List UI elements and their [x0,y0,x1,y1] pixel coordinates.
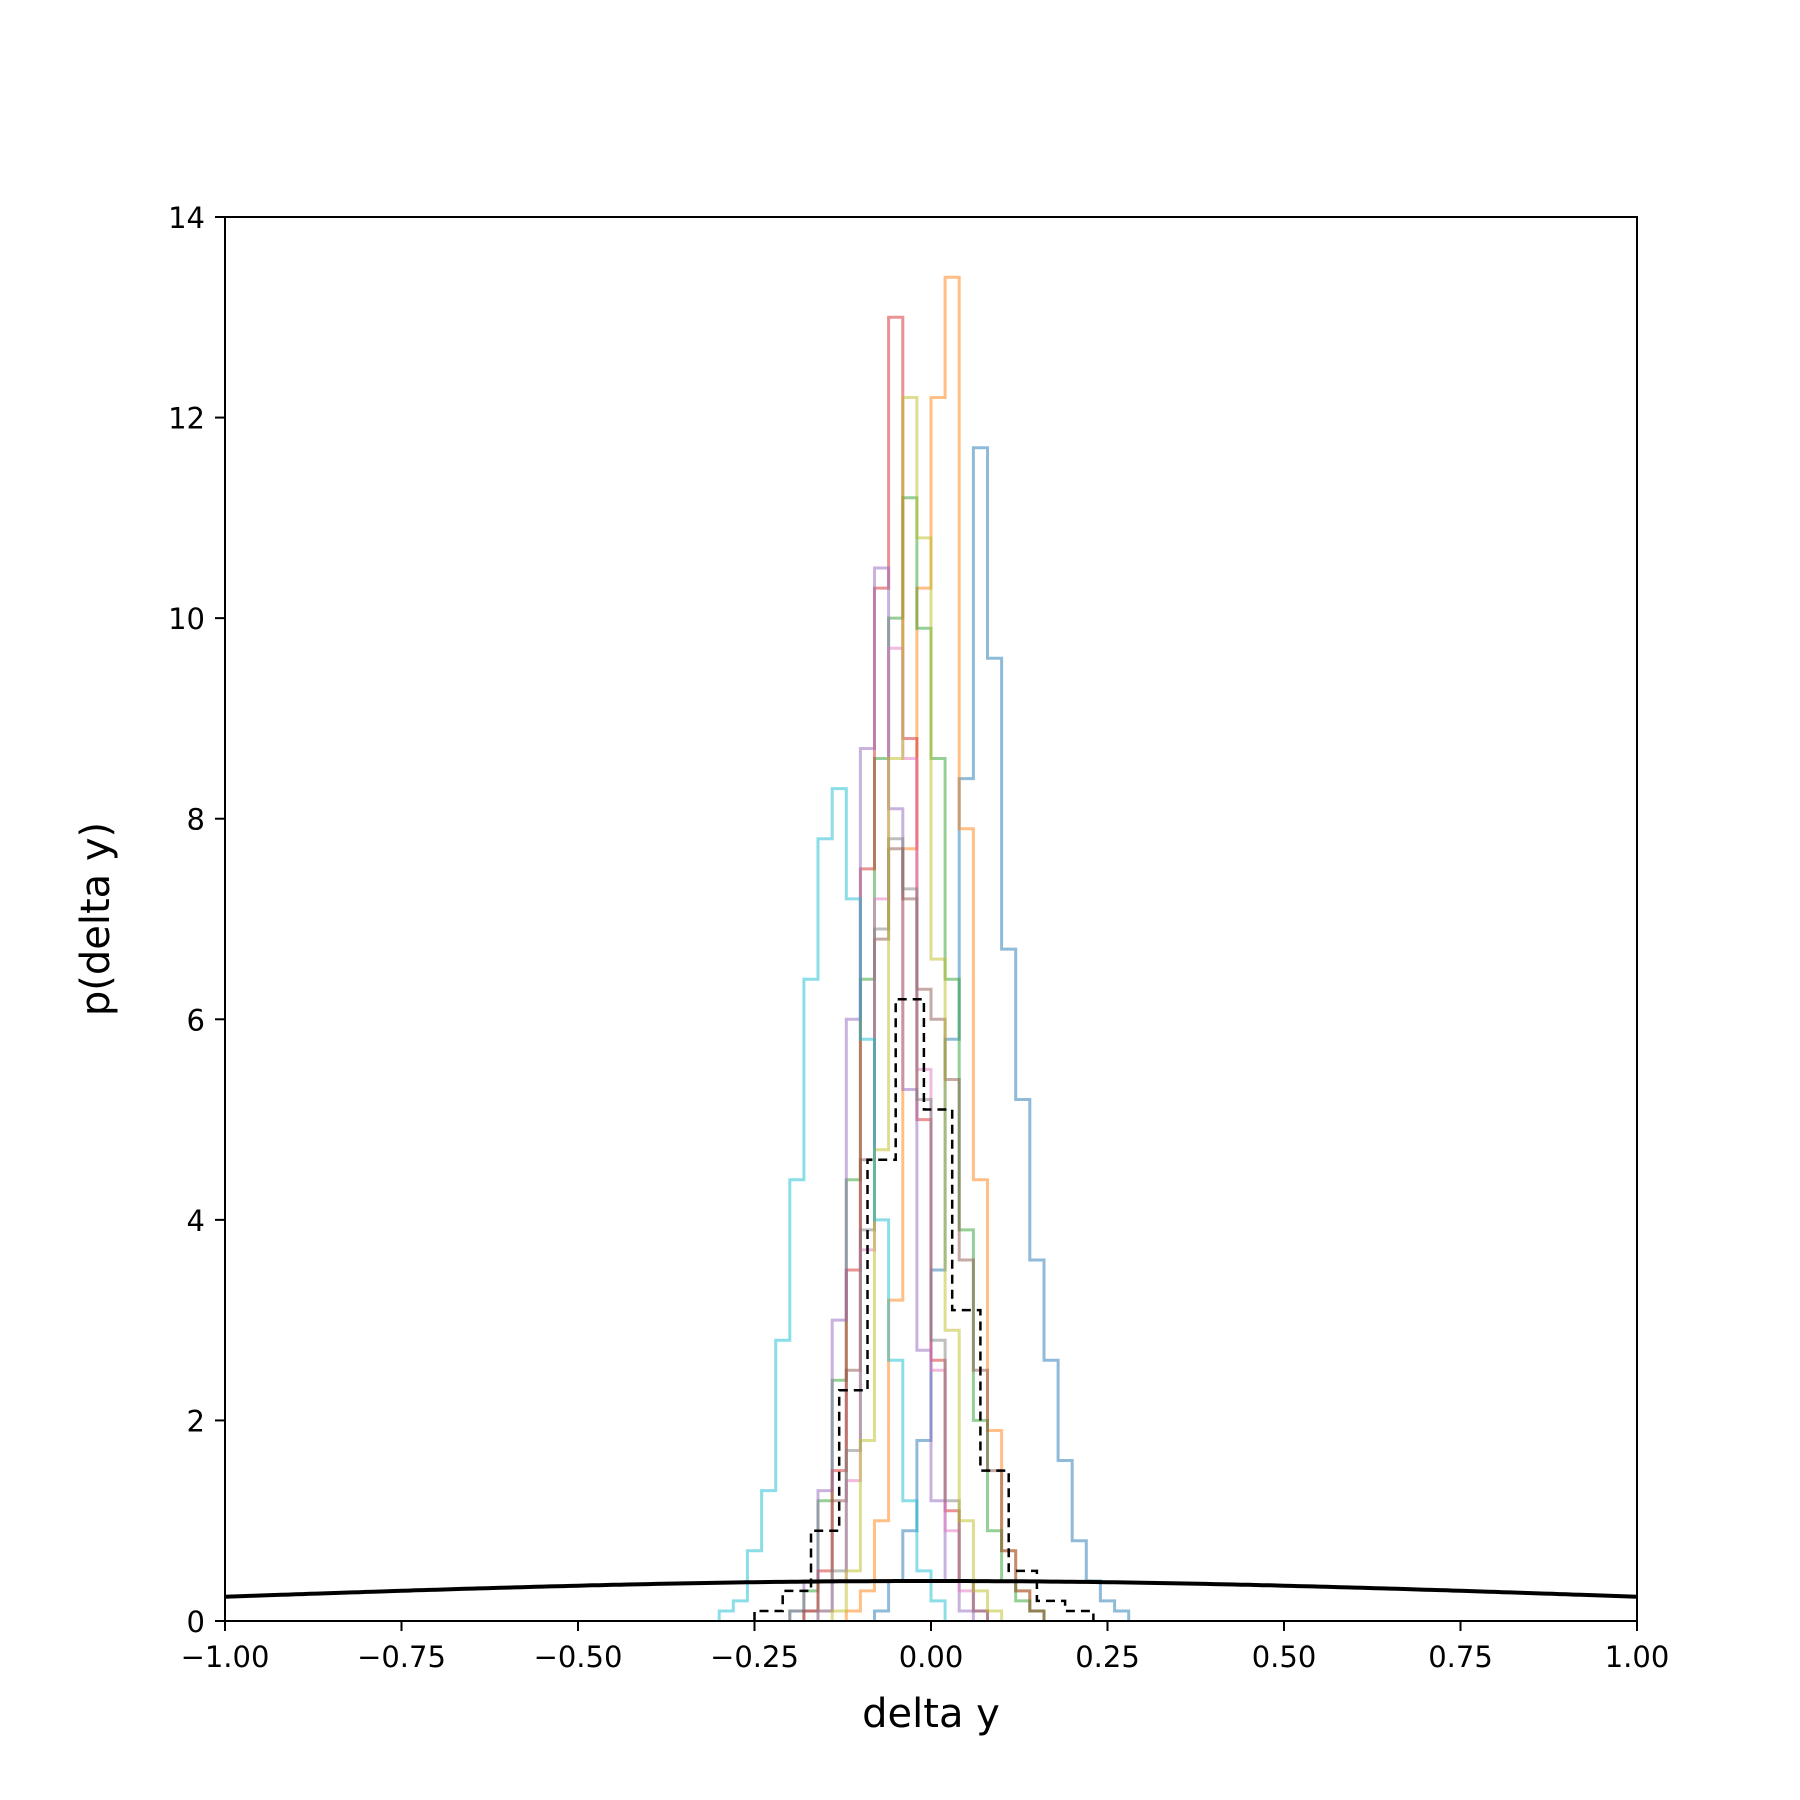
y-tick-label: 10 [168,602,205,636]
x-tick-label: 1.00 [1605,1640,1670,1674]
prior-gaussian-curve [225,1579,1637,1599]
histogram-series-5 [788,566,975,1621]
y-tick-label: 6 [187,1003,205,1037]
x-tick-label: −0.50 [534,1640,623,1674]
x-tick-label: 0.50 [1252,1640,1317,1674]
y-tick-label: 12 [168,402,205,436]
histogram-series-10 [717,787,947,1621]
prior-curve-group [225,1579,1637,1599]
x-tick-label: 0.75 [1428,1640,1493,1674]
y-tick-label: 8 [187,803,205,837]
x-tick-label: 0.00 [899,1640,964,1674]
x-tick-label: −1.00 [181,1640,270,1674]
y-axis-label: p(delta y) [73,822,119,1016]
y-axis-ticks: 0 2 4 6 8 10 12 14 [168,201,225,1639]
histogram-series-6 [802,847,1046,1621]
x-axis-ticks: −1.00 −0.75 −0.50 −0.25 0.00 0.25 0.50 0.75 1.00 [181,1621,1670,1674]
y-tick-label: 0 [187,1605,205,1639]
histogram-series-8 [816,837,989,1621]
histogram-series-group [717,275,1131,1621]
y-tick-label: 4 [187,1204,205,1238]
x-axis-label: delta y [862,1691,1000,1737]
x-tick-label: −0.25 [710,1640,799,1674]
x-tick-label: 0.25 [1075,1640,1140,1674]
y-tick-label: 2 [187,1404,205,1438]
y-tick-label: 14 [168,201,205,235]
x-tick-label: −0.75 [357,1640,446,1674]
